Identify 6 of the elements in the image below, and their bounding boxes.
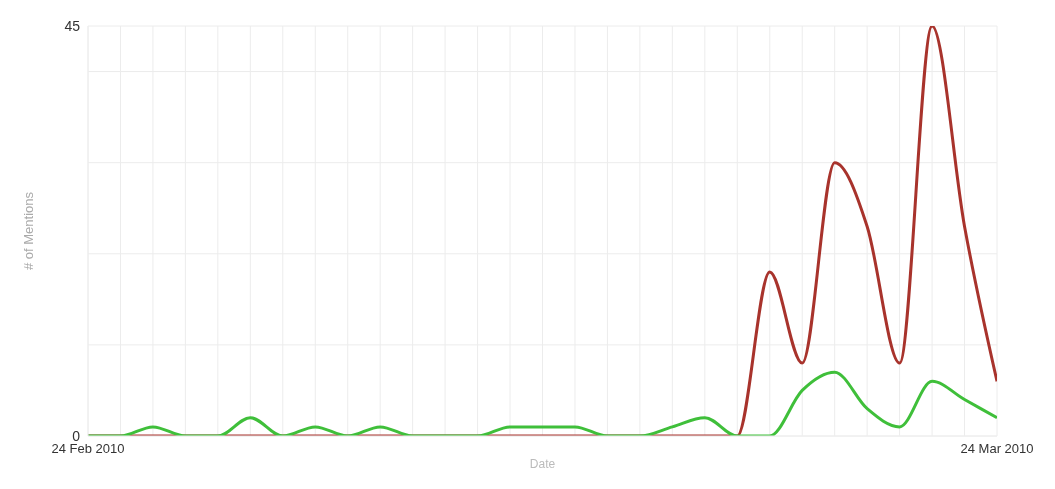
x-axis-title: Date (529, 457, 556, 471)
y-tick-label: 0 (72, 427, 81, 444)
y-axis-title: # of Mentions (20, 191, 36, 271)
y-tick-label: 45 (64, 17, 81, 34)
x-tick-label: 24 Mar 2010 (960, 441, 1034, 457)
x-tick-label: 24 Feb 2010 (51, 441, 125, 457)
